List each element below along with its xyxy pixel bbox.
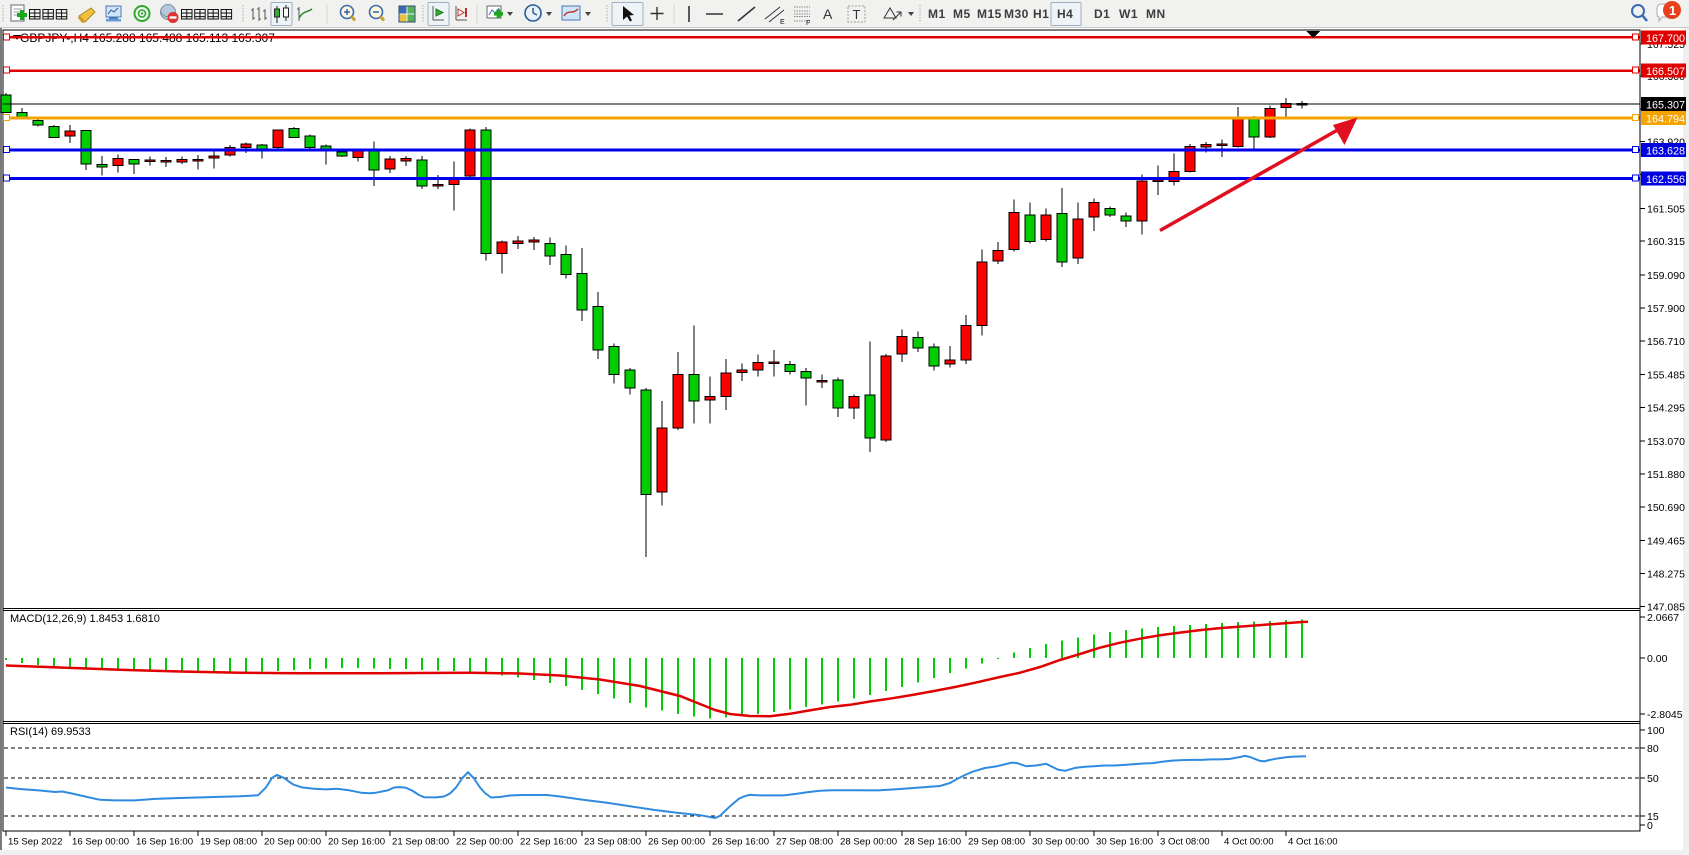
- svg-text:160.315: 160.315: [1647, 236, 1685, 248]
- svg-text:148.275: 148.275: [1647, 569, 1685, 581]
- svg-text:100: 100: [1647, 725, 1665, 737]
- svg-text:M15: M15: [977, 7, 1002, 21]
- svg-text:0: 0: [1647, 820, 1653, 832]
- svg-text:166.507: 166.507: [1646, 66, 1685, 78]
- svg-text:159.090: 159.090: [1647, 270, 1685, 282]
- svg-text:M30: M30: [1004, 7, 1029, 21]
- svg-text:4 Oct 16:00: 4 Oct 16:00: [1288, 837, 1338, 848]
- svg-text:1: 1: [1669, 3, 1676, 18]
- svg-text:150.690: 150.690: [1647, 502, 1685, 514]
- svg-text:M1: M1: [928, 7, 946, 21]
- svg-text:80: 80: [1647, 743, 1659, 755]
- svg-text:20 Sep 16:00: 20 Sep 16:00: [328, 837, 385, 848]
- svg-text:165.307: 165.307: [1646, 100, 1685, 112]
- svg-text:26 Sep 00:00: 26 Sep 00:00: [648, 837, 705, 848]
- svg-text:15: 15: [1647, 811, 1659, 823]
- svg-text:30 Sep 00:00: 30 Sep 00:00: [1032, 837, 1089, 848]
- svg-text:22 Sep 00:00: 22 Sep 00:00: [456, 837, 513, 848]
- svg-text:0.00: 0.00: [1647, 653, 1668, 665]
- svg-text:163.628: 163.628: [1646, 146, 1685, 158]
- svg-text:20 Sep 00:00: 20 Sep 00:00: [264, 837, 321, 848]
- svg-text:153.070: 153.070: [1647, 436, 1685, 448]
- svg-text:3 Oct 08:00: 3 Oct 08:00: [1160, 837, 1210, 848]
- svg-text:A: A: [823, 6, 833, 22]
- svg-text:22 Sep 16:00: 22 Sep 16:00: [520, 837, 577, 848]
- svg-text:167.700: 167.700: [1646, 33, 1685, 45]
- svg-text:W1: W1: [1119, 7, 1138, 21]
- svg-text:154.295: 154.295: [1647, 402, 1685, 414]
- svg-text:28 Sep 00:00: 28 Sep 00:00: [840, 837, 897, 848]
- svg-text:16 Sep 16:00: 16 Sep 16:00: [136, 837, 193, 848]
- svg-text:-2.8045: -2.8045: [1647, 709, 1683, 721]
- svg-text:147.085: 147.085: [1647, 601, 1685, 613]
- svg-text:F: F: [806, 20, 810, 27]
- svg-text:RSI(14) 69.9533: RSI(14) 69.9533: [10, 726, 91, 738]
- svg-text:27 Sep 08:00: 27 Sep 08:00: [776, 837, 833, 848]
- svg-text:151.880: 151.880: [1647, 469, 1685, 481]
- svg-text:149.465: 149.465: [1647, 536, 1685, 548]
- svg-text:157.900: 157.900: [1647, 303, 1685, 315]
- svg-text:4 Oct 00:00: 4 Oct 00:00: [1224, 837, 1274, 848]
- svg-text:M5: M5: [953, 7, 971, 21]
- svg-text:H4: H4: [1057, 7, 1073, 21]
- svg-text:156.710: 156.710: [1647, 336, 1685, 348]
- svg-text:28 Sep 16:00: 28 Sep 16:00: [904, 837, 961, 848]
- svg-text:164.794: 164.794: [1646, 113, 1685, 125]
- svg-text:19 Sep 08:00: 19 Sep 08:00: [200, 837, 257, 848]
- svg-text:H1: H1: [1033, 7, 1049, 21]
- svg-text:D1: D1: [1094, 7, 1110, 21]
- svg-text:E: E: [780, 19, 785, 26]
- svg-text:21 Sep 08:00: 21 Sep 08:00: [392, 837, 449, 848]
- svg-text:T: T: [853, 7, 861, 22]
- svg-text:155.485: 155.485: [1647, 370, 1685, 382]
- svg-text:16 Sep 00:00: 16 Sep 00:00: [72, 837, 129, 848]
- svg-text:MACD(12,26,9) 1.8453 1.6810: MACD(12,26,9) 1.8453 1.6810: [10, 613, 160, 625]
- svg-text:2.0667: 2.0667: [1647, 612, 1679, 624]
- svg-text:15 Sep 2022: 15 Sep 2022: [8, 837, 62, 848]
- svg-text:23 Sep 08:00: 23 Sep 08:00: [584, 837, 641, 848]
- svg-text:161.505: 161.505: [1647, 203, 1685, 215]
- svg-text:30 Sep 16:00: 30 Sep 16:00: [1096, 837, 1153, 848]
- svg-text:29 Sep 08:00: 29 Sep 08:00: [968, 837, 1025, 848]
- svg-text:50: 50: [1647, 773, 1659, 785]
- svg-text:MN: MN: [1146, 7, 1166, 21]
- svg-text:26 Sep 16:00: 26 Sep 16:00: [712, 837, 769, 848]
- svg-text:162.556: 162.556: [1646, 174, 1685, 186]
